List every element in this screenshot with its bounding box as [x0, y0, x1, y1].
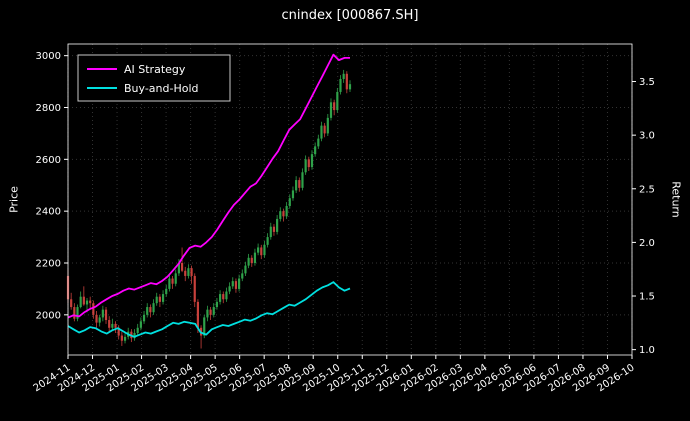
return-tick-label: 1.5: [639, 292, 655, 303]
return-tick-label: 3.5: [639, 77, 655, 88]
return-tick-label: 1.0: [639, 345, 655, 356]
return-tick-label: 2.5: [639, 184, 655, 195]
return-tick-label: 2.0: [639, 238, 655, 249]
price-tick-label: 2800: [36, 103, 61, 114]
legend-box: [77, 54, 231, 102]
price-tick-label: 3000: [36, 51, 61, 62]
legend: AI Strategy Buy-and-Hold: [77, 54, 231, 102]
plot-frame: [67, 43, 633, 356]
price-tick-label: 2200: [36, 258, 61, 269]
legend-label: AI Strategy: [124, 63, 186, 76]
legend-label: Buy-and-Hold: [124, 82, 199, 95]
price-tick-label: 2600: [36, 155, 61, 166]
chart-title: cnindex [000867.SH]: [281, 8, 419, 23]
candlestick-series: [66, 69, 352, 349]
price-tick-label: 2000: [36, 310, 61, 321]
series-line-ai-strategy: [67, 53, 350, 319]
return-tick-label: 3.0: [639, 131, 655, 142]
price-tick-label: 2400: [36, 207, 61, 218]
series-line-buy-and-hold: [67, 281, 351, 338]
